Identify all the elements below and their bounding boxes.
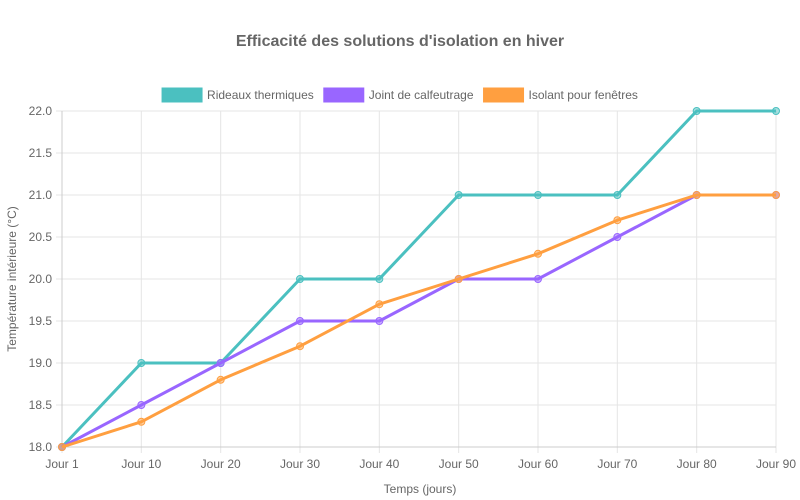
x-tick-label: Jour 1: [45, 457, 79, 471]
y-tick-label: 21.5: [29, 146, 53, 160]
legend-swatch: [483, 87, 525, 103]
data-point: [454, 191, 463, 199]
data-point: [454, 275, 463, 283]
data-point: [772, 191, 780, 199]
x-tick-label: Jour 50: [439, 457, 479, 471]
x-tick-label: Jour 20: [201, 457, 241, 471]
data-point: [534, 249, 542, 258]
legend-label: Joint de calfeutrage: [369, 88, 474, 102]
legend-swatch: [161, 87, 203, 103]
data-point: [137, 359, 146, 367]
x-tick-label: Jour 40: [359, 457, 399, 471]
legend-swatch: [323, 87, 365, 103]
series-line: [61, 193, 776, 449]
x-axis-label: Temps (jours): [384, 482, 457, 496]
data-point: [534, 191, 542, 199]
y-tick-label: 20.5: [29, 230, 53, 244]
y-tick-label: 19.5: [29, 314, 53, 328]
data-point: [613, 191, 622, 199]
data-point: [137, 401, 146, 409]
y-tick-label: 18.0: [29, 440, 53, 454]
y-tick-label: 22.0: [29, 104, 53, 118]
data-point: [296, 317, 304, 325]
data-point: [296, 342, 304, 351]
legend: Rideaux thermiques Joint de calfeutrage Is…: [161, 87, 638, 103]
series-line: [60, 109, 776, 449]
data-point: [613, 233, 622, 241]
data-point: [375, 300, 384, 309]
x-tick-label: Jour 90: [756, 457, 796, 471]
y-axis-label: Température intérieure (°C): [5, 206, 19, 352]
grid: [56, 110, 777, 453]
data-point: [613, 216, 622, 225]
data-point: [692, 191, 701, 199]
x-axis: Jour 1 Jour 10 Jour 20 Jour 30 Jour 40 Jour 5…: [45, 457, 796, 471]
data-point: [216, 375, 225, 384]
y-tick-label: 21.0: [29, 188, 53, 202]
data-point: [692, 107, 701, 115]
data-point: [216, 359, 225, 367]
data-point: [58, 443, 66, 451]
chart-title: Efficacité des solutions d'isolation en …: [236, 33, 564, 50]
y-axis: 18.0 18.5 19.0 19.5 20.0 20.5 21.0 21.5 22.0: [29, 104, 53, 454]
x-tick-label: Jour 80: [677, 457, 717, 471]
x-tick-label: Jour 10: [121, 457, 161, 471]
series-line: [61, 193, 776, 449]
data-point: [772, 107, 780, 115]
x-tick-label: Jour 60: [518, 457, 558, 471]
data-point: [137, 417, 146, 426]
data-point: [375, 275, 384, 283]
legend-label: Isolant pour fenêtres: [529, 88, 638, 102]
series-layer: [58, 107, 780, 451]
data-point: [375, 317, 384, 325]
x-tick-label: Jour 70: [597, 457, 637, 471]
y-tick-label: 18.5: [29, 398, 53, 412]
x-tick-label: Jour 30: [280, 457, 320, 471]
data-point: [296, 275, 304, 283]
data-point: [534, 275, 542, 283]
y-tick-label: 20.0: [29, 272, 53, 286]
legend-label: Rideaux thermiques: [207, 88, 314, 102]
y-tick-label: 19.0: [29, 356, 53, 370]
